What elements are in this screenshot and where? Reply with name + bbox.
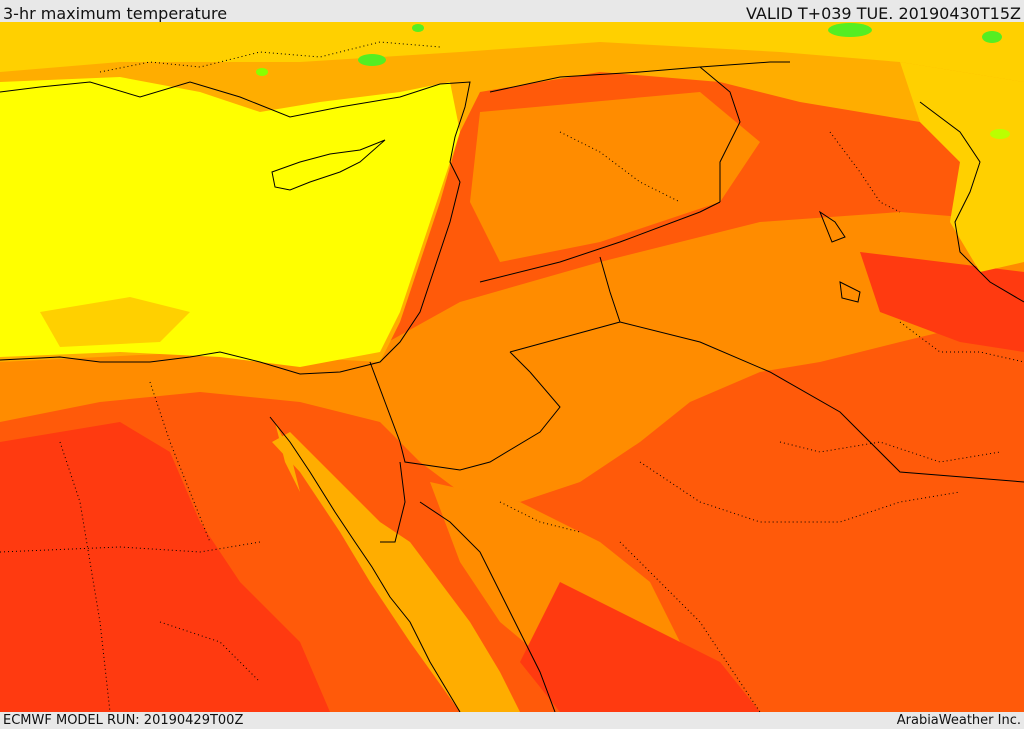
syria-orange-zone [470, 92, 760, 262]
coastlines [0, 81, 1024, 712]
footer-bar: ECMWF MODEL RUN: 20190429T00Z ArabiaWeat… [0, 712, 1024, 729]
credit-label: ArabiaWeather Inc. [896, 713, 1021, 728]
central-orange-zone [0, 212, 1024, 502]
med-gold-patch [40, 297, 190, 347]
cool-spot-5 [990, 129, 1010, 139]
red-sea [272, 432, 520, 712]
iraq-hot-zone [860, 252, 1024, 352]
cool-spot-1 [358, 54, 386, 66]
cool-spot-6 [256, 68, 268, 76]
model-run: ECMWF MODEL RUN: 20190429T00Z [3, 713, 244, 728]
map-title: 3-hr maximum temperature [3, 4, 228, 23]
zagros-gold-zone [900, 62, 1024, 272]
temperature-map [0, 22, 1024, 712]
mediterranean-sea [0, 77, 460, 367]
map-canvas [0, 22, 1024, 712]
internal-boundaries [0, 41, 1024, 712]
valid-time: VALID T+039 TUE. 20190430T15Z [745, 4, 1021, 23]
borders [369, 61, 1024, 483]
cool-spot-3 [828, 23, 872, 37]
egypt-hot-zone [0, 422, 330, 712]
cool-spot-4 [982, 31, 1002, 43]
arabia-hot-zone [520, 582, 760, 712]
cool-spot-2 [412, 24, 424, 32]
header-bar: 3-hr maximum temperature VALID T+039 TUE… [0, 0, 1024, 23]
anatolia-gold-zone [0, 22, 1024, 82]
gulf-of-suez [275, 422, 300, 492]
